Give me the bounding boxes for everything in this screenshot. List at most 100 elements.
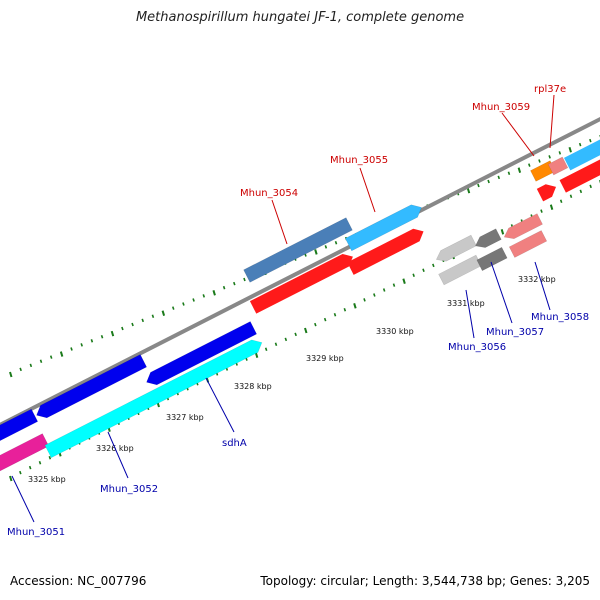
gene-feature-Mhun_3057 <box>475 228 502 248</box>
gene-shape <box>435 234 477 262</box>
gene-shape <box>243 217 353 283</box>
top-tick <box>59 351 64 357</box>
top-tick <box>39 359 43 363</box>
top-tick <box>90 339 94 343</box>
top-tick <box>507 171 511 176</box>
top-tick <box>528 163 531 167</box>
gene-label-mhun_3051: Mhun_3051 <box>7 527 65 538</box>
callout-line-mhun_3056 <box>465 289 475 339</box>
callout-line-mhun_3059 <box>501 112 535 157</box>
gene-feature-Mhun_3057 <box>476 246 508 272</box>
bottom-tick <box>274 342 278 347</box>
gene-label-sdha: sdhA <box>222 438 247 449</box>
tick-label-4: 3329 kbp <box>306 354 344 363</box>
gene-shape <box>476 246 508 272</box>
top-tick <box>49 355 53 359</box>
bottom-tick <box>48 456 52 460</box>
bottom-tick <box>549 204 554 210</box>
top-tick <box>589 138 592 143</box>
callout-line-mhun_3055 <box>359 167 376 213</box>
bottom-tick <box>38 460 42 465</box>
bottom-tick <box>304 327 308 334</box>
gene-label-mhun_3055: Mhun_3055 <box>330 155 388 166</box>
gene-shape <box>347 228 424 275</box>
top-tick <box>548 155 551 159</box>
gene-shape <box>503 213 543 240</box>
top-tick <box>161 310 166 316</box>
gene-label-mhun_3058: Mhun_3058 <box>531 312 589 323</box>
top-tick <box>487 179 490 184</box>
bottom-tick <box>284 337 288 342</box>
bottom-tick <box>264 347 268 351</box>
gene-feature-strand <box>249 253 353 314</box>
top-tick <box>314 249 318 255</box>
top-tick <box>477 183 480 188</box>
top-tick <box>202 294 206 298</box>
gene-feature-continuation <box>559 152 600 193</box>
top-tick <box>141 318 145 323</box>
top-tick <box>558 151 562 155</box>
bottom-tick <box>323 317 327 322</box>
top-tick <box>19 367 22 372</box>
top-tick <box>538 159 541 163</box>
bottom-tick <box>569 194 573 199</box>
tick-label-6: 3331 kbp <box>447 299 485 308</box>
bottom-tick <box>579 189 583 194</box>
gene-shape <box>344 204 422 252</box>
backbone-line <box>0 116 600 428</box>
gene-feature-sdhA <box>146 321 257 386</box>
bottom-tick <box>500 229 505 235</box>
gene-feature-continuation <box>564 135 600 171</box>
gene-feature-sdhA <box>36 354 147 419</box>
genome-backbone <box>0 116 600 428</box>
top-tick <box>121 326 124 331</box>
gene-shape <box>0 408 39 464</box>
callout-line-mhun_3052 <box>107 431 129 479</box>
bottom-tick <box>19 470 22 475</box>
tick-dots-top <box>9 135 600 378</box>
top-tick <box>100 334 104 339</box>
gene-shape <box>536 184 557 202</box>
bottom-tick <box>373 293 376 297</box>
top-tick <box>222 285 226 290</box>
gene-label-mhun_3052: Mhun_3052 <box>100 484 158 495</box>
top-tick <box>466 187 471 194</box>
top-tick <box>80 343 83 347</box>
genome-title: Methanospirillum hungatei JF-1, complete… <box>135 10 465 25</box>
top-tick <box>334 240 338 245</box>
gene-shape <box>36 354 147 419</box>
top-tick <box>171 306 175 310</box>
bottom-tick <box>9 475 13 482</box>
top-tick <box>497 175 501 180</box>
top-tick <box>578 142 582 147</box>
gene-feature-Mhun_3058 <box>503 213 543 240</box>
gene-shape <box>547 156 569 176</box>
gene-label-mhun_3057: Mhun_3057 <box>486 327 544 338</box>
bottom-tick <box>294 332 297 337</box>
gene-label-rpl37e: rpl37e <box>534 84 566 95</box>
gene-features <box>0 135 600 483</box>
callout-line-mhun_3057 <box>490 261 513 324</box>
top-tick <box>182 302 185 306</box>
bottom-tick <box>402 278 406 284</box>
gene-shape <box>249 253 353 314</box>
top-tick <box>212 289 216 296</box>
top-tick <box>70 347 73 351</box>
gene-feature-sdhA <box>0 408 39 464</box>
gene-label-mhun_3056: Mhun_3056 <box>448 342 506 353</box>
bottom-tick <box>382 288 386 292</box>
bottom-tick <box>432 263 435 268</box>
top-tick <box>9 371 13 378</box>
bottom-tick <box>333 312 337 317</box>
gene-label-mhun_3059: Mhun_3059 <box>472 102 530 113</box>
gene-shape <box>475 228 502 248</box>
bottom-tick <box>589 184 592 189</box>
bottom-tick <box>422 268 425 273</box>
tick-label-5: 3330 kbp <box>376 327 414 336</box>
tick-label-3: 3328 kbp <box>234 382 272 391</box>
top-tick <box>192 298 195 302</box>
gene-feature-Mhun_3055 <box>344 204 422 252</box>
top-tick <box>29 363 33 368</box>
bottom-tick <box>363 298 366 302</box>
